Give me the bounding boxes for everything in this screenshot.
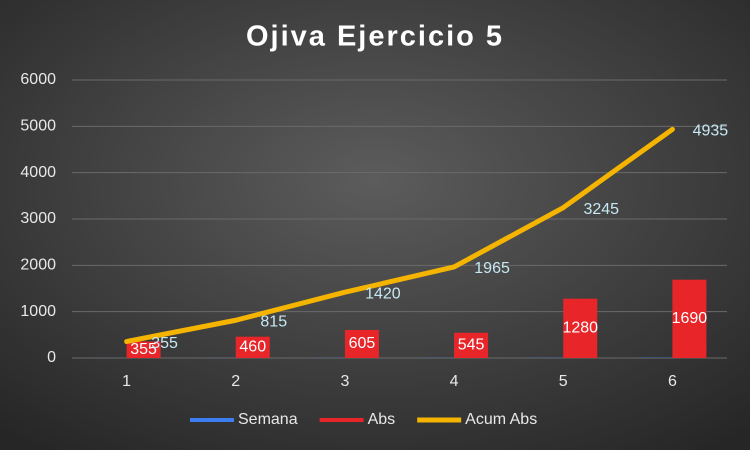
data-label: 1280 [562, 320, 598, 337]
bar [563, 298, 598, 358]
x-tick-label: 6 [668, 373, 677, 390]
data-label: 355 [151, 335, 178, 352]
line [124, 126, 675, 345]
bar [454, 332, 489, 358]
y-tick-label: 0 [47, 349, 56, 366]
x-tick-label: 2 [231, 373, 240, 390]
data-label: 460 [239, 339, 266, 356]
legend-label: Semana [238, 411, 298, 428]
y-tick-label: 2000 [20, 257, 56, 274]
bar [235, 336, 270, 358]
x-tick-label: 5 [559, 373, 568, 390]
data-label: 1690 [672, 310, 708, 327]
legend-label: Abs [368, 411, 396, 428]
bar [126, 341, 161, 358]
x-tick-label: 3 [340, 373, 349, 390]
bar [672, 279, 707, 358]
x-tick-label: 4 [450, 373, 459, 390]
data-label: 545 [458, 337, 485, 354]
bar [344, 329, 379, 358]
y-tick-label: 5000 [20, 118, 56, 135]
data-label: 815 [260, 313, 287, 330]
x-tick-label: 1 [122, 373, 131, 390]
data-label: 605 [349, 335, 376, 352]
data-label: 3245 [583, 201, 619, 218]
y-tick-label: 1000 [20, 303, 56, 320]
y-tick-label: 4000 [20, 164, 56, 181]
y-tick-label: 6000 [20, 71, 56, 88]
legend-label: Acum Abs [465, 411, 537, 428]
y-tick-label: 3000 [20, 210, 56, 227]
data-label: 4935 [693, 123, 729, 140]
data-label: 1420 [365, 285, 401, 302]
data-label: 1965 [474, 260, 510, 277]
data-label: 355 [130, 341, 157, 358]
chart-title: Ojiva Ejercicio 5 [246, 21, 504, 53]
